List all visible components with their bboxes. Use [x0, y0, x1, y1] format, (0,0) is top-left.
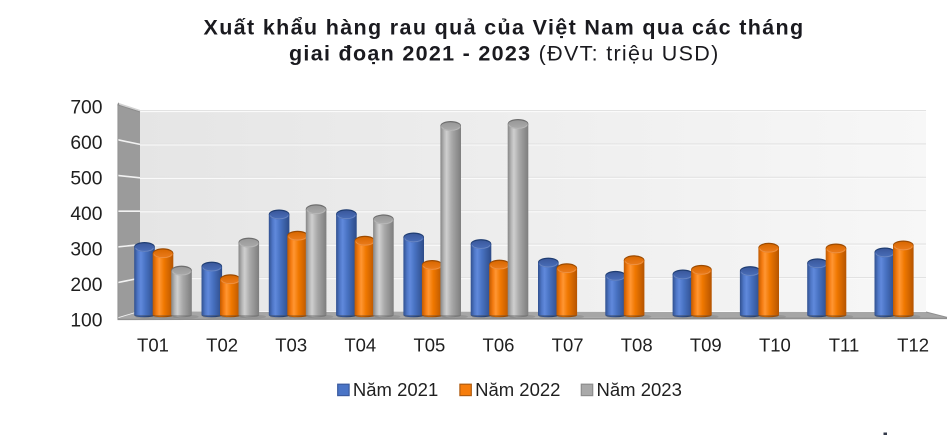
- svg-text:T12: T12: [897, 334, 929, 355]
- svg-text:Năm 2022: Năm 2022: [475, 379, 560, 400]
- svg-text:100: 100: [70, 311, 102, 332]
- svg-text:300: 300: [70, 240, 102, 261]
- svg-text:T07: T07: [552, 334, 584, 355]
- svg-text:T11: T11: [829, 334, 860, 355]
- svg-text:Năm 2021: Năm 2021: [353, 379, 438, 400]
- svg-text:T02: T02: [206, 334, 238, 355]
- svg-text:T03: T03: [275, 334, 307, 355]
- svg-text:500: 500: [70, 169, 102, 190]
- svg-text:Năm 2023: Năm 2023: [597, 379, 682, 400]
- svg-text:T06: T06: [483, 334, 515, 355]
- svg-text:T10: T10: [759, 334, 791, 355]
- svg-text:T08: T08: [621, 334, 653, 355]
- svg-text:Xuất khẩu hàng rau quả của Việ: Xuất khẩu hàng rau quả của Việt Nam qua …: [204, 16, 805, 40]
- svg-text:giai đoạn 2021 - 2023 (ĐVT: tr: giai đoạn 2021 - 2023 (ĐVT: triệu USD): [289, 41, 720, 65]
- svg-text:600: 600: [70, 133, 102, 154]
- svg-text:700: 700: [70, 98, 102, 119]
- svg-text:T01: T01: [137, 334, 169, 355]
- svg-text:T04: T04: [344, 334, 376, 355]
- svg-text:T05: T05: [413, 334, 445, 355]
- svg-text:200: 200: [70, 275, 102, 296]
- svg-text:T09: T09: [690, 334, 722, 355]
- svg-text:400: 400: [70, 204, 102, 225]
